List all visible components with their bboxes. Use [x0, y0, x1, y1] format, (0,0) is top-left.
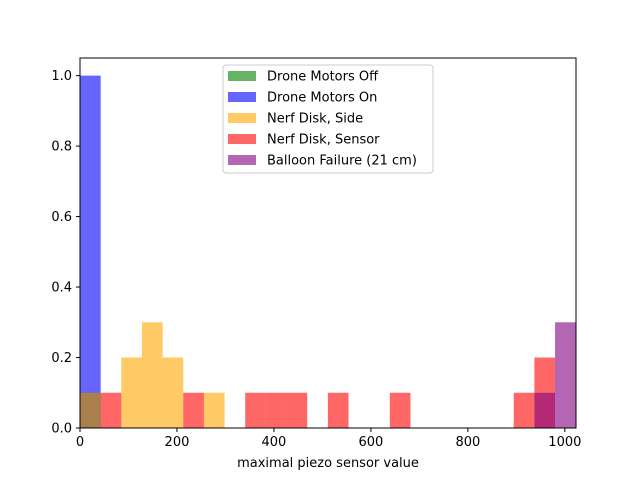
bar-series-4-bin-22 [534, 392, 556, 428]
legend-box [222, 64, 434, 174]
bar-series-3-bin-12 [327, 392, 349, 428]
x-tick-label: 400 [262, 435, 287, 450]
axes-frame [79, 57, 577, 429]
legend-label: Balloon Failure (21 cm) [267, 154, 417, 169]
legend-label: Drone Motors Off [267, 70, 379, 85]
legend-swatch [228, 134, 256, 144]
bars-layer [80, 75, 576, 428]
legend-swatch [228, 113, 256, 123]
y-axis-ticks: 0.0 0.2 0.4 0.6 0.8 1.0 [51, 69, 80, 437]
bar-series-3-bin-21 [513, 392, 535, 428]
legend-label: Drone Motors On [267, 91, 377, 106]
x-tick-label: 0 [76, 435, 84, 450]
y-tick-label: 0.0 [51, 422, 72, 437]
x-tick-label: 200 [165, 435, 190, 450]
bar-series-1-bin-0 [80, 75, 101, 428]
bar-series-3-bin-15 [389, 392, 411, 428]
bar-series-3-bin-8 [245, 392, 266, 428]
bar-series-3-bin-9 [265, 392, 287, 428]
series-2 [80, 322, 225, 428]
bar-series-2-bin-2 [121, 357, 142, 428]
bar-series-2-bin-0 [80, 392, 101, 428]
x-axis-ticks: 0 200 400 600 800 1000 [76, 428, 581, 450]
x-tick-label: 1000 [548, 435, 581, 450]
y-tick-label: 0.4 [51, 281, 72, 296]
legend-swatch [228, 155, 256, 165]
bar-series-2-bin-3 [141, 322, 163, 428]
bar-series-3-bin-5 [183, 392, 204, 428]
y-tick-label: 0.6 [51, 210, 72, 225]
series-1 [80, 75, 101, 428]
bar-series-2-bin-6 [203, 392, 225, 428]
legend: Drone Motors Off Drone Motors On Nerf Disk… [222, 64, 434, 174]
legend-label: Nerf Disk, Sensor [267, 133, 380, 148]
legend-swatch [228, 92, 256, 102]
legend-swatch [228, 71, 256, 81]
series-4 [534, 322, 576, 428]
bar-series-3-bin-10 [286, 392, 308, 428]
x-axis-label: maximal piezo sensor value [237, 456, 419, 471]
y-tick-label: 0.2 [51, 351, 72, 366]
bar-series-3-bin-1 [100, 392, 122, 428]
x-tick-label: 600 [358, 435, 383, 450]
legend-label: Nerf Disk, Side [267, 112, 363, 127]
bar-series-4-bin-23 [555, 322, 576, 428]
x-tick-label: 800 [455, 435, 480, 450]
y-tick-label: 0.8 [51, 140, 72, 155]
bar-series-2-bin-4 [162, 357, 184, 428]
y-tick-label: 1.0 [51, 69, 72, 84]
